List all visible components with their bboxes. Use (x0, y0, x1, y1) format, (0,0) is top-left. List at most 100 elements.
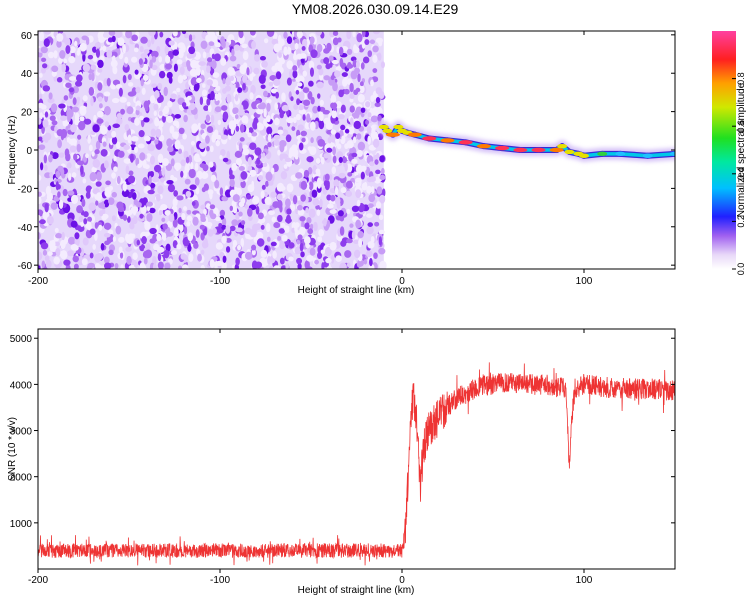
noise-blob (345, 190, 353, 197)
noise-blob (119, 96, 127, 103)
noise-blob (172, 198, 177, 207)
noise-blob (228, 120, 237, 130)
noise-blob (61, 231, 65, 241)
noise-blob (335, 66, 343, 71)
noise-blob (146, 213, 153, 222)
noise-blob (313, 221, 318, 232)
noise-blob (69, 145, 77, 153)
noise-blob (214, 259, 218, 269)
noise-blob (93, 114, 97, 123)
colorbar-gradient (712, 31, 736, 269)
noise-blob (134, 146, 138, 154)
noise-blob (50, 202, 58, 210)
noise-blob (356, 133, 362, 140)
noise-blob (200, 249, 205, 255)
noise-blob (111, 172, 116, 179)
noise-blob (194, 162, 199, 171)
noise-blob (373, 252, 378, 260)
noise-blob (191, 126, 197, 134)
ridge-point (513, 147, 528, 153)
noise-blob (332, 31, 339, 36)
noise-blob (271, 167, 275, 175)
noise-blob (203, 105, 209, 111)
noise-blob (67, 250, 75, 257)
noise-blob (91, 166, 97, 173)
noise-blob (340, 104, 346, 113)
noise-blob (247, 207, 253, 217)
noise-blob (76, 205, 83, 214)
noise-blob (87, 262, 95, 269)
snr-series (38, 362, 675, 566)
noise-blob (307, 228, 314, 235)
noise-blob (61, 63, 67, 73)
noise-blob (126, 255, 132, 265)
noise-blob (234, 93, 239, 102)
noise-blob (299, 242, 304, 252)
noise-blob (232, 239, 238, 248)
noise-blob (265, 180, 269, 187)
noise-blob (232, 194, 240, 203)
noise-blob (206, 57, 213, 63)
noise-blob (147, 99, 151, 105)
spectrogram-y-label: Frequency (Hz) (7, 116, 18, 185)
noise-blob (221, 217, 227, 227)
noise-blob (110, 59, 118, 68)
noise-blob (176, 243, 182, 250)
noise-blob (286, 208, 292, 215)
noise-blob (283, 31, 288, 39)
noise-blob (192, 216, 199, 226)
noise-blob (47, 51, 55, 59)
noise-blob (81, 258, 88, 266)
noise-blob (97, 68, 103, 73)
noise-blob (377, 133, 384, 141)
noise-blob (316, 209, 321, 216)
noise-blob (168, 40, 175, 46)
noise-blob (212, 72, 220, 79)
noise-blob (57, 139, 62, 149)
noise-blob (140, 53, 148, 58)
noise-blob (209, 259, 215, 268)
noise-blob (113, 166, 118, 172)
noise-blob (100, 242, 105, 251)
noise-blob (330, 75, 335, 81)
noise-blob (280, 222, 286, 228)
noise-blob (235, 125, 240, 132)
noise-blob (186, 209, 192, 215)
noise-blob (158, 120, 164, 128)
noise-blob (375, 87, 382, 95)
ridge-point (458, 140, 473, 145)
noise-blob (360, 171, 365, 180)
noise-blob (194, 177, 200, 186)
noise-blob (129, 218, 135, 227)
noise-blob (76, 96, 81, 102)
noise-blob (154, 117, 160, 127)
noise-blob (276, 193, 283, 201)
colorbar-tick-label: 0.4 (736, 168, 746, 181)
noise-blob (181, 101, 187, 108)
noise-blob (113, 155, 117, 162)
noise-blob (339, 262, 347, 269)
noise-blob (118, 87, 123, 97)
noise-blob (365, 101, 371, 108)
noise-blob (135, 86, 141, 94)
noise-blob (214, 179, 220, 189)
noise-blob (242, 74, 248, 83)
noise-blob (206, 98, 211, 106)
noise-blob (323, 117, 331, 125)
x-tick-label: 100 (576, 575, 593, 586)
noise-blob (320, 156, 325, 165)
noise-blob (79, 106, 87, 116)
noise-blob (240, 171, 248, 180)
noise-blob (302, 38, 308, 48)
noise-blob (286, 183, 294, 193)
noise-blob (257, 212, 264, 220)
noise-blob (191, 201, 196, 207)
snr-x-ticks: -200 -100 0 100 (28, 329, 593, 586)
noise-blob (128, 170, 134, 176)
noise-blob (164, 45, 169, 55)
noise-blob (300, 194, 306, 202)
noise-blob (44, 31, 52, 35)
noise-blob (184, 178, 191, 185)
noise-blob (256, 157, 261, 165)
